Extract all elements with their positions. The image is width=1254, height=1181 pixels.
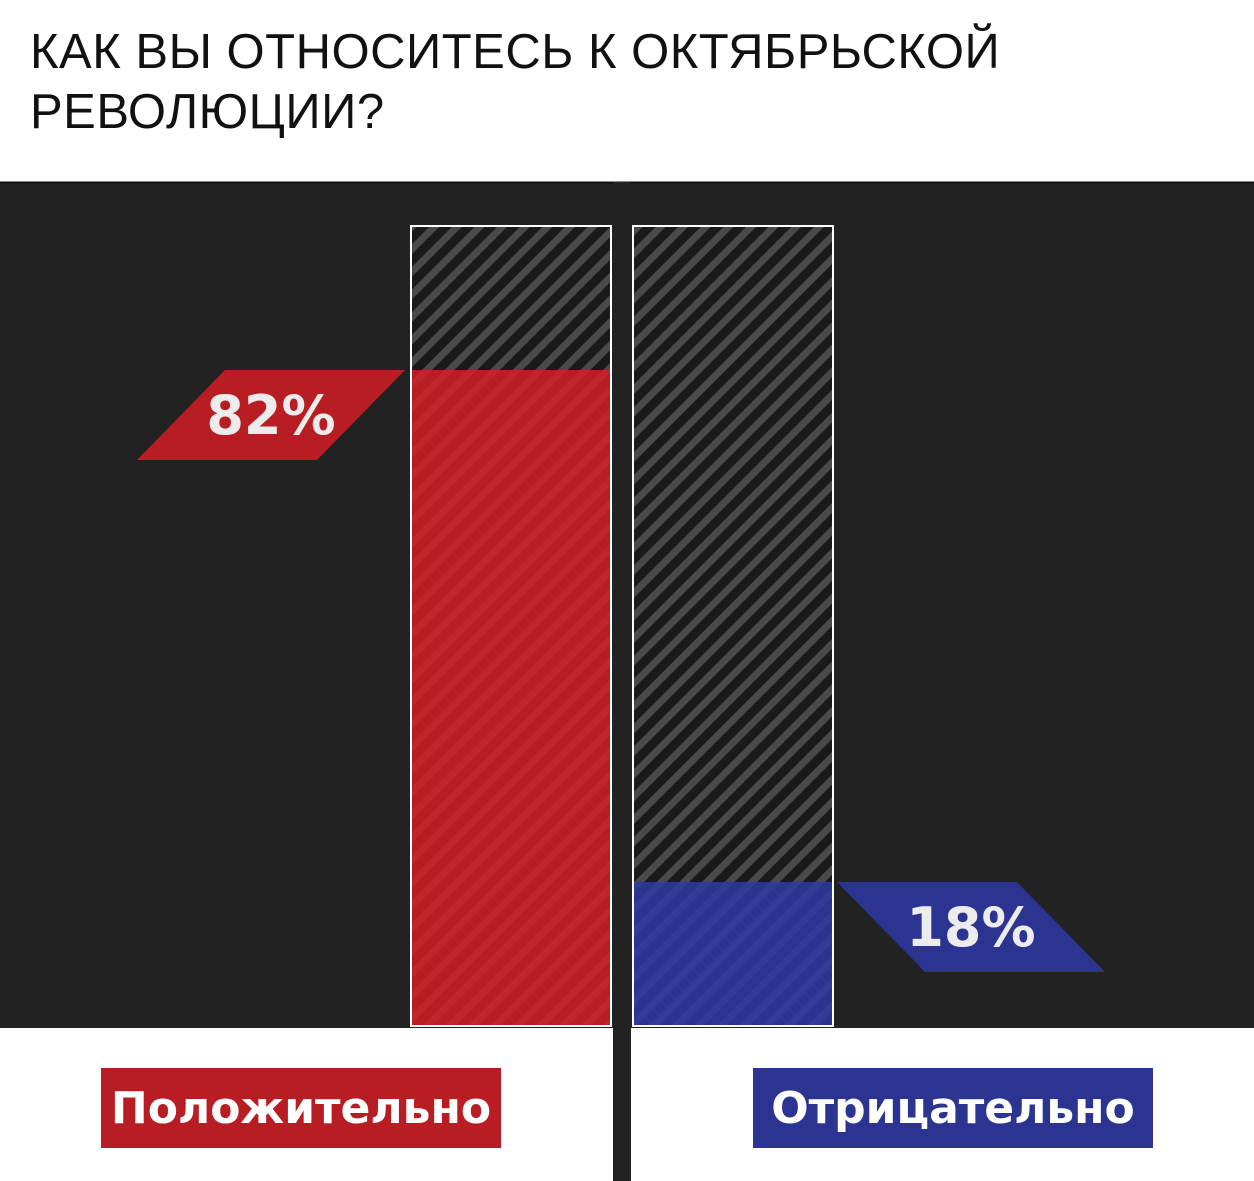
chart-title: КАК ВЫ ОТНОСИТЕСЬ К ОКТЯБРЬСКОЙ РЕВОЛЮЦИ… (30, 25, 1001, 139)
legend-item-negative: Отрицательно (753, 1068, 1153, 1148)
bar-negative (633, 882, 833, 1026)
value-flag-positive (137, 370, 405, 460)
value-label-positive: 82% (206, 384, 335, 447)
legend-label-positive: Положительно (110, 1082, 492, 1134)
legend-label-negative: Отрицательно (771, 1082, 1135, 1134)
bar-outline-negative (632, 225, 834, 1027)
center-divider (613, 182, 631, 1181)
value-flag-negative (837, 882, 1105, 972)
bar-positive (411, 370, 611, 1026)
bar-outline-positive (410, 225, 612, 1027)
legend-item-positive: Положительно (101, 1068, 501, 1148)
value-label-negative: 18% (906, 896, 1035, 959)
